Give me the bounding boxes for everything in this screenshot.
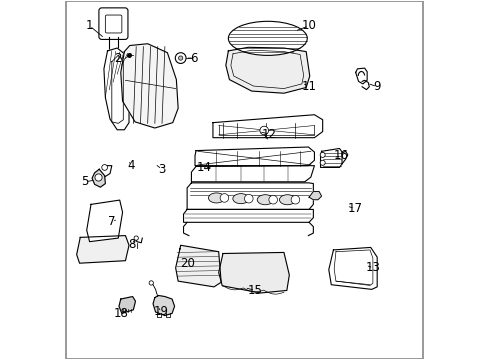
Polygon shape — [328, 247, 376, 289]
Circle shape — [320, 160, 325, 165]
Circle shape — [220, 194, 228, 202]
FancyBboxPatch shape — [99, 8, 128, 40]
Text: 14: 14 — [197, 161, 211, 174]
Circle shape — [290, 195, 299, 204]
Polygon shape — [92, 169, 105, 187]
Text: 20: 20 — [180, 257, 195, 270]
Text: 10: 10 — [301, 19, 316, 32]
Polygon shape — [86, 200, 122, 242]
Ellipse shape — [279, 195, 295, 205]
Ellipse shape — [228, 21, 306, 55]
Polygon shape — [362, 80, 368, 90]
Text: 13: 13 — [366, 261, 380, 274]
Polygon shape — [183, 210, 313, 222]
Text: 18: 18 — [113, 307, 128, 320]
Polygon shape — [212, 115, 322, 138]
Circle shape — [102, 165, 107, 170]
Polygon shape — [187, 183, 313, 210]
Circle shape — [95, 174, 102, 181]
Polygon shape — [308, 192, 321, 200]
Ellipse shape — [208, 193, 224, 203]
Text: 17: 17 — [347, 202, 362, 215]
Circle shape — [134, 236, 138, 240]
Polygon shape — [153, 296, 174, 316]
Ellipse shape — [257, 195, 273, 205]
Ellipse shape — [232, 194, 248, 204]
Circle shape — [260, 126, 268, 135]
Circle shape — [244, 194, 253, 203]
Polygon shape — [191, 166, 314, 182]
Text: 5: 5 — [81, 175, 88, 188]
Polygon shape — [77, 235, 129, 263]
Text: 7: 7 — [108, 215, 115, 228]
Polygon shape — [175, 245, 221, 287]
Circle shape — [268, 195, 277, 204]
Polygon shape — [121, 44, 178, 128]
Text: 15: 15 — [247, 284, 262, 297]
Polygon shape — [218, 252, 289, 293]
Polygon shape — [104, 48, 129, 130]
Text: 12: 12 — [262, 127, 277, 141]
FancyBboxPatch shape — [105, 15, 122, 33]
Circle shape — [320, 152, 325, 157]
Text: 16: 16 — [333, 149, 348, 162]
Polygon shape — [355, 68, 366, 84]
Text: 6: 6 — [190, 51, 198, 64]
Text: 2: 2 — [114, 51, 122, 64]
Text: 11: 11 — [301, 80, 316, 93]
Circle shape — [149, 281, 153, 285]
Circle shape — [178, 56, 183, 60]
Polygon shape — [320, 148, 341, 167]
Polygon shape — [225, 47, 309, 93]
Text: 8: 8 — [127, 238, 135, 251]
Polygon shape — [119, 297, 135, 314]
Text: 19: 19 — [154, 306, 168, 319]
Text: 9: 9 — [373, 80, 380, 93]
Polygon shape — [195, 147, 314, 166]
Text: 4: 4 — [127, 159, 135, 172]
Text: 1: 1 — [86, 19, 93, 32]
Text: 3: 3 — [158, 163, 165, 176]
Circle shape — [175, 53, 185, 63]
